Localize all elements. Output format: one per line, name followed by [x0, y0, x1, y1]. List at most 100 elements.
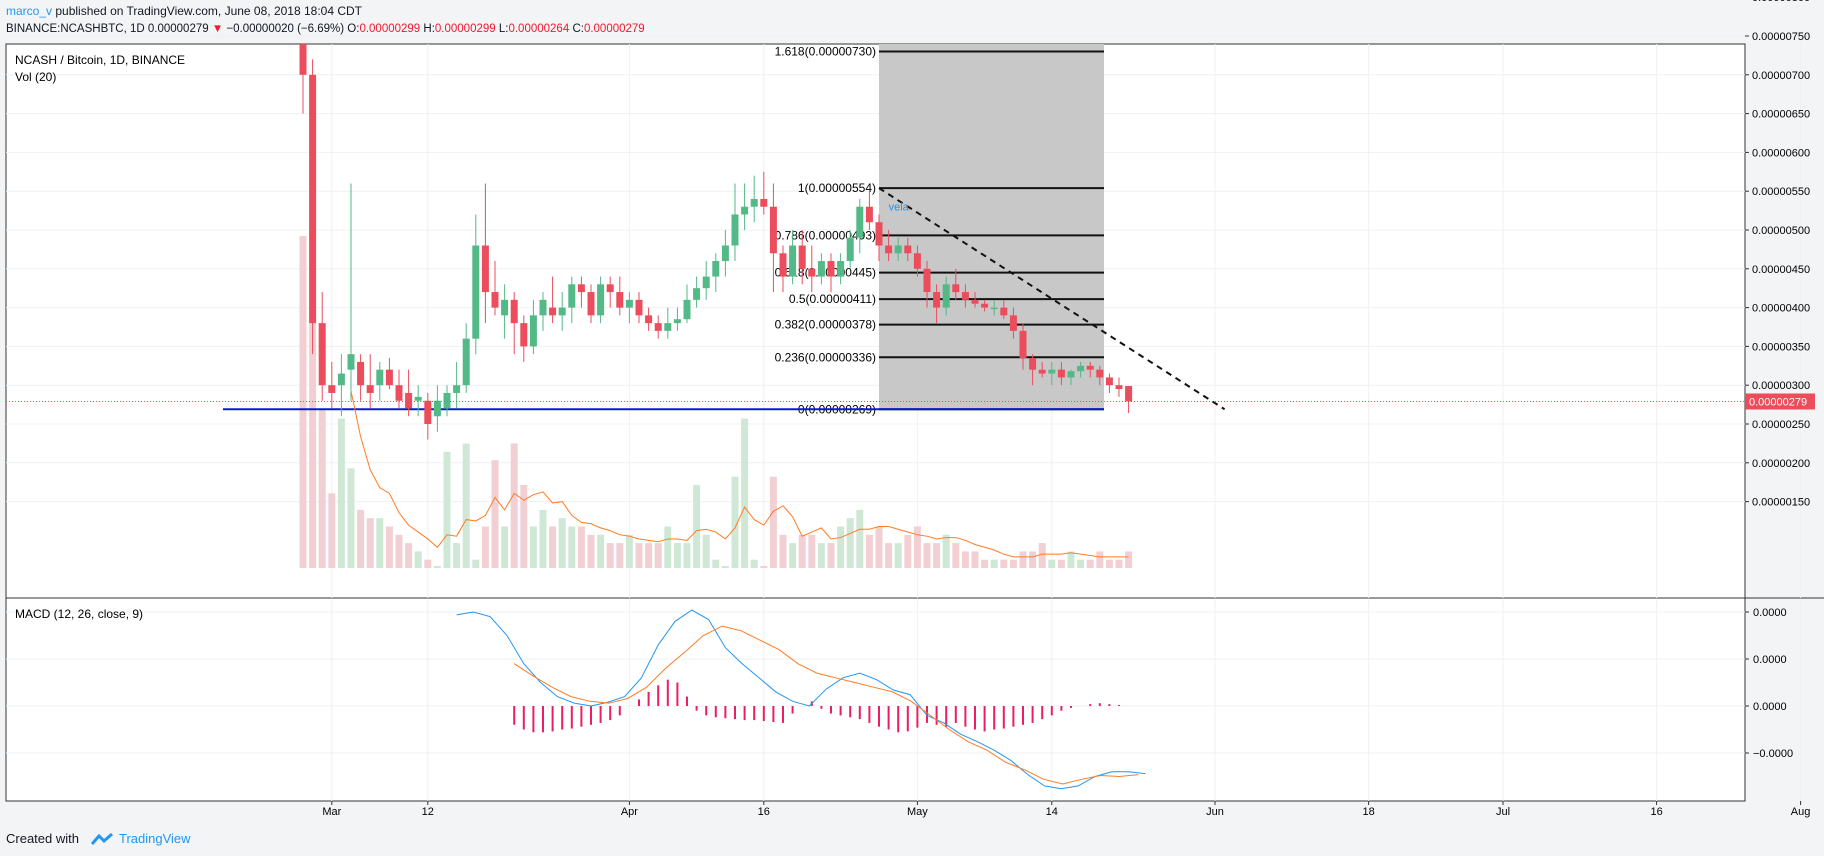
publish-header: marco_v published on TradingView.com, Ju…: [6, 4, 362, 18]
candle-body: [923, 268, 931, 293]
volume-bar: [577, 526, 585, 568]
candle-body: [1000, 307, 1008, 316]
candle-body: [443, 392, 451, 409]
volume-bar: [616, 543, 624, 568]
candle-body: [789, 245, 797, 277]
symbol-legend: BINANCE:NCASHBTC, 1D 0.00000279 ▼ −0.000…: [6, 22, 645, 36]
volume-bar: [856, 509, 864, 568]
fib-level-label: 1.618(0.00000730): [775, 45, 876, 59]
volume-bar: [1057, 559, 1065, 568]
fib-level-label: 0.618(0.00000445): [775, 266, 876, 280]
volume-bar: [443, 451, 451, 568]
volume-bar: [798, 534, 806, 568]
candle-body: [491, 292, 499, 308]
volume-bar: [568, 526, 576, 568]
price-axis-label: 0.00000150: [1752, 497, 1810, 509]
candle-body: [904, 245, 912, 254]
footer: Created with TradingView: [6, 831, 191, 846]
candle-body: [433, 400, 441, 417]
candle-body: [952, 284, 960, 293]
candle-body: [395, 385, 403, 401]
volume-bar: [385, 526, 393, 568]
candle-body: [712, 261, 720, 277]
candle-body: [568, 284, 576, 308]
candle-body: [731, 214, 739, 246]
price-axis-label: 0.00000450: [1752, 264, 1810, 276]
time-axis-label: Mar: [322, 806, 341, 818]
candle-body: [865, 206, 873, 223]
candle-body: [337, 373, 345, 386]
volume-bar: [952, 543, 960, 568]
candle-body: [414, 396, 422, 401]
volume-bar: [1086, 559, 1094, 568]
candle-body: [635, 299, 643, 316]
volume-bar: [779, 534, 787, 568]
volume-bar: [1115, 559, 1123, 568]
candle-body: [856, 206, 864, 238]
candle-body: [683, 299, 691, 320]
candle-body: [501, 299, 509, 316]
candle-body: [481, 245, 489, 293]
macd-axis: 0.0000 0.0000 0.0000 −0.0000: [1745, 607, 1793, 760]
volume-bar: [491, 460, 499, 568]
volume-legend: Vol (20): [15, 70, 56, 84]
price-axis-label: 0.00000650: [1752, 109, 1810, 121]
candle-body: [616, 292, 624, 308]
candle-body: [529, 315, 537, 347]
candle-body: [846, 237, 854, 262]
candle-body: [827, 261, 835, 277]
author-link[interactable]: marco_v: [6, 4, 53, 18]
candle-body: [299, 44, 307, 75]
volume-bar: [1077, 559, 1085, 568]
candle-body: [1067, 371, 1075, 378]
candle-body: [318, 323, 326, 386]
time-axis-label: Jun: [1206, 806, 1224, 818]
candle-body: [625, 299, 633, 308]
candle-body: [549, 307, 557, 316]
volume-bar: [971, 551, 979, 568]
candle-body: [693, 288, 701, 300]
candle-body: [875, 222, 883, 246]
time-axis-label: 16: [758, 806, 770, 818]
volume-bar: [1067, 551, 1075, 568]
volume-bar: [1096, 551, 1104, 568]
volume-bar: [894, 543, 902, 568]
volume-bar: [395, 534, 403, 568]
tradingview-link[interactable]: TradingView: [118, 831, 191, 846]
signal-line: [513, 625, 1139, 785]
candle-body: [981, 303, 989, 308]
macd-legend: MACD (12, 26, close, 9): [15, 607, 143, 621]
volume-bar: [769, 476, 777, 568]
volume-bar: [817, 543, 825, 568]
macd-histogram: [513, 679, 1120, 733]
downtrend-line: [878, 187, 1226, 411]
chart-canvas[interactable]: 1.618(0.00000730)1(0.00000554)0.786(0.00…: [0, 0, 1824, 820]
price-axis-label: 0.00000750: [1752, 31, 1810, 43]
volume-bar: [789, 543, 797, 568]
candle-body: [961, 292, 969, 300]
volume-bar: [990, 559, 998, 568]
candle-body: [721, 245, 729, 262]
time-axis: Mar12Apr16May14Jun18Jul16Aug13Sep: [322, 801, 1811, 818]
price-axis: 0.00000800 0.00000750 0.00000700 0.00000650…: [1745, 0, 1810, 509]
fib-level-label: 0.382(0.00000378): [775, 318, 876, 332]
volume-bar: [510, 443, 518, 568]
candle-body: [817, 261, 825, 277]
candle-body: [971, 299, 979, 304]
volume-bar: [664, 526, 672, 568]
candle-body: [760, 198, 768, 207]
volume-bar: [625, 534, 633, 568]
time-axis-label: 12: [422, 806, 434, 818]
volume-bar: [981, 559, 989, 568]
volume-bar: [673, 543, 681, 568]
price-axis-label: 0.00000500: [1752, 225, 1810, 237]
volume-bar: [405, 543, 413, 568]
candle-body: [894, 245, 902, 254]
volume-bar: [741, 418, 749, 568]
price-axis-label: 0.00000600: [1752, 147, 1810, 159]
time-axis-label: 14: [1046, 806, 1058, 818]
time-axis-label: Aug: [1791, 806, 1811, 818]
publish-info: published on TradingView.com, June 08, 2…: [55, 4, 363, 18]
candle-body: [357, 361, 365, 386]
price-axis-label: 0.00000200: [1752, 458, 1810, 470]
